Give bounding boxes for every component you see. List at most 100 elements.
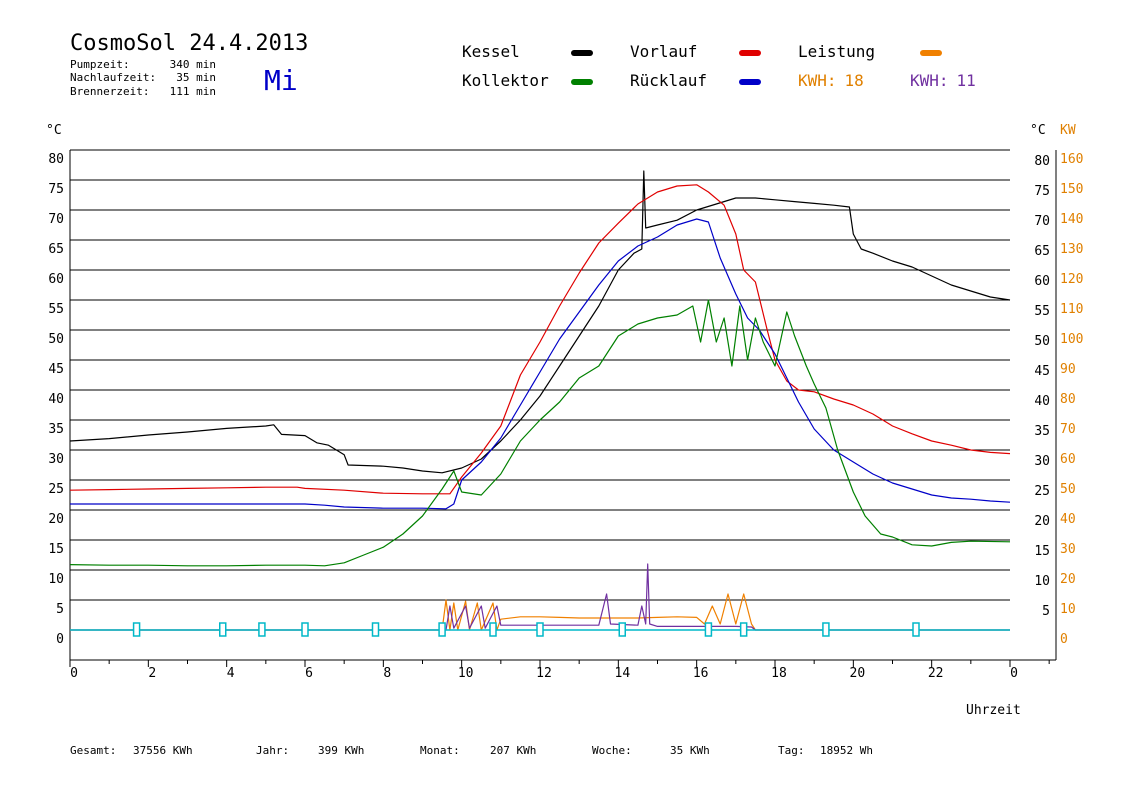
x-tick-label: 10 bbox=[458, 666, 474, 681]
y-right-tick-label: 15 bbox=[1034, 544, 1050, 559]
x-tick-label: 8 bbox=[383, 666, 391, 681]
x-tick-label: 16 bbox=[693, 666, 709, 681]
kwh-total-2: KWH: 11 bbox=[910, 71, 976, 90]
y-right-tick-label: 5 bbox=[1042, 604, 1050, 619]
footer-value: 207 KWh bbox=[490, 744, 536, 757]
x-tick-label: 18 bbox=[771, 666, 787, 681]
y-right-tick-label: 55 bbox=[1034, 304, 1050, 319]
y-left-tick-label: 50 bbox=[48, 332, 64, 347]
stat-label: Nachlaufzeit: bbox=[70, 71, 156, 84]
footer-label: Jahr: bbox=[256, 744, 289, 757]
y-right-kw-tick-label: 80 bbox=[1060, 392, 1076, 407]
y-left-tick-label: 20 bbox=[48, 512, 64, 527]
pump-marker bbox=[258, 622, 266, 637]
y-left-tick-label: 40 bbox=[48, 392, 64, 407]
y-right-kw-tick-label: 90 bbox=[1060, 362, 1076, 377]
legend-label-kollektor: Kollektor bbox=[462, 71, 549, 90]
y-right-kw-tick-label: 20 bbox=[1060, 572, 1076, 587]
y-right-kw-tick-label: 60 bbox=[1060, 452, 1076, 467]
y-left-tick-label: 80 bbox=[48, 152, 64, 167]
axes bbox=[69, 150, 1057, 667]
footer-label: Gesamt: bbox=[70, 744, 116, 757]
y-right-tick-label: 50 bbox=[1034, 334, 1050, 349]
run-time-stats: Pumpzeit: 340 min Nachlaufzeit: 35 min B… bbox=[70, 58, 216, 98]
y-left-tick-label: 55 bbox=[48, 302, 64, 317]
series-line-ruecklauf bbox=[70, 218, 1011, 510]
legend-swatch-kessel bbox=[571, 50, 593, 56]
x-tick-label: 20 bbox=[850, 666, 866, 681]
legend-label-vorlauf: Vorlauf bbox=[630, 42, 697, 61]
series-line-vorlauf bbox=[69, 184, 1011, 495]
legend-swatch-vorlauf bbox=[739, 50, 761, 56]
pump-marker bbox=[371, 622, 380, 637]
y-right-tick-label: 60 bbox=[1034, 274, 1050, 289]
kwh-total-1: KWH: 18 bbox=[798, 71, 864, 90]
y-right-tick-label: 75 bbox=[1034, 184, 1050, 199]
pump-marker bbox=[132, 622, 141, 637]
y-right-tick-label: 35 bbox=[1034, 424, 1050, 439]
footer-label: Tag: bbox=[778, 744, 805, 757]
y-right-tick-label: 20 bbox=[1034, 514, 1050, 529]
y-left-tick-label: 35 bbox=[48, 422, 64, 437]
y-left-tick-label: 25 bbox=[48, 482, 64, 497]
legend-swatch-ruecklauf bbox=[739, 79, 761, 85]
gridlines bbox=[70, 149, 1010, 601]
pump-marker bbox=[536, 622, 544, 637]
legend-label-ruecklauf: Rücklauf bbox=[630, 71, 707, 90]
y-right-kw-tick-label: 110 bbox=[1060, 302, 1083, 317]
y-right-tick-label: 10 bbox=[1034, 574, 1050, 589]
series-layer bbox=[69, 170, 1011, 631]
x-axis-label: Uhrzeit bbox=[966, 703, 1021, 718]
y-left-tick-label: 65 bbox=[48, 242, 64, 257]
pump-marker bbox=[438, 622, 446, 637]
stat-value: 111 min bbox=[170, 85, 216, 98]
footer-value: 35 KWh bbox=[670, 744, 710, 757]
y-right-kw-tick-label: 10 bbox=[1060, 602, 1076, 617]
y-right-kw-tick-label: 40 bbox=[1060, 512, 1076, 527]
y-right-kw-tick-label: 50 bbox=[1060, 482, 1076, 497]
y-left-tick-label: 10 bbox=[48, 572, 64, 587]
pump-marker bbox=[618, 622, 626, 637]
x-tick-label: 6 bbox=[305, 666, 313, 681]
x-tick-label: 0 bbox=[70, 666, 78, 681]
y-left-tick-label: 15 bbox=[48, 542, 64, 557]
kwh-label: KWH: bbox=[910, 71, 949, 90]
x-tick-label: 22 bbox=[928, 666, 944, 681]
y-right-kw-tick-label: 0 bbox=[1060, 632, 1068, 647]
y-right-tick-label: 80 bbox=[1034, 154, 1050, 169]
pump-marker bbox=[301, 622, 309, 637]
pump-marker bbox=[912, 622, 920, 637]
x-tick-label: 2 bbox=[148, 666, 156, 681]
footer-value: 37556 KWh bbox=[133, 744, 193, 757]
y-right-tick-label: 65 bbox=[1034, 244, 1050, 259]
y-right-kw-tick-label: 100 bbox=[1060, 332, 1083, 347]
y-right-kw-tick-label: 30 bbox=[1060, 542, 1076, 557]
y-left-tick-label: 75 bbox=[48, 182, 64, 197]
pump-marker bbox=[822, 622, 830, 637]
y-left-tick-label: 70 bbox=[48, 212, 64, 227]
weekday-label: Mi bbox=[264, 64, 298, 97]
y-left-tick-label: 30 bbox=[48, 452, 64, 467]
y-right-tick-label: 40 bbox=[1034, 394, 1050, 409]
tick-labels: 0510152025303540455055606570758051015202… bbox=[48, 152, 1083, 681]
legend-swatch-kollektor bbox=[571, 79, 593, 85]
kwh-value: 11 bbox=[957, 71, 976, 90]
series-line-kessel bbox=[69, 170, 1011, 474]
y-left-tick-label: 45 bbox=[48, 362, 64, 377]
y-left-unit: °C bbox=[46, 123, 62, 138]
y-left-tick-label: 5 bbox=[56, 602, 64, 617]
x-tick-label: 4 bbox=[227, 666, 235, 681]
x-tick-label: 14 bbox=[615, 666, 631, 681]
pump-markers bbox=[70, 622, 1010, 637]
y-right-kw-tick-label: 150 bbox=[1060, 182, 1083, 197]
stat-label: Pumpzeit: bbox=[70, 58, 130, 71]
kwh-value: 18 bbox=[845, 71, 864, 90]
y-right-tick-label: 30 bbox=[1034, 454, 1050, 469]
pump-marker bbox=[489, 622, 497, 637]
footer-label: Monat: bbox=[420, 744, 460, 757]
legend: Kessel Vorlauf Leistung Kollektor Rückla… bbox=[462, 42, 976, 90]
stat-value: 340 min bbox=[170, 58, 216, 71]
series-line-kollektor bbox=[69, 299, 1011, 567]
series-line-leistung-2 bbox=[70, 563, 1010, 631]
